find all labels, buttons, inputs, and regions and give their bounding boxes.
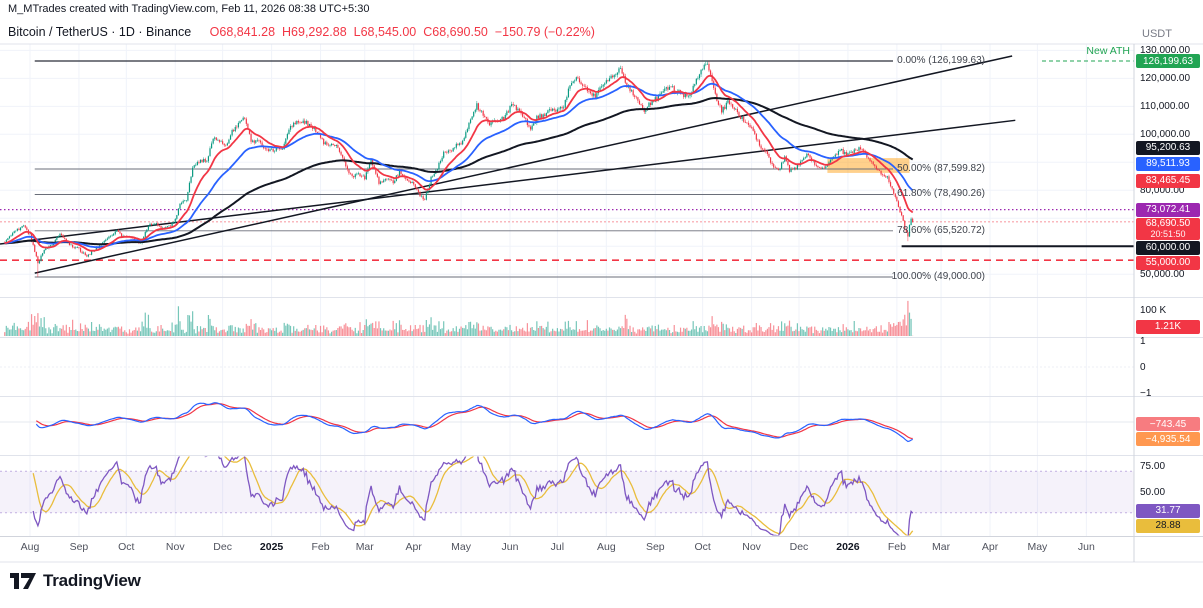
open-value: 68,841.28 (219, 25, 276, 39)
symbol-bar: Bitcoin / TetherUS · 1D · Binance O68,84… (8, 25, 595, 39)
close-value: 68,690.50 (432, 25, 488, 39)
low-label: L (353, 25, 361, 39)
tradingview-logo-icon[interactable] (10, 570, 36, 592)
high-value: 69,292.88 (291, 25, 347, 39)
tradingview-logo-text[interactable]: TradingView (43, 571, 141, 590)
open-label: O (209, 25, 220, 39)
attribution-text: M_MTrades created with TradingView.com, … (8, 3, 370, 15)
low-value: 68,545.00 (360, 25, 417, 39)
ohlc-readout: O68,841.28 H69,292.88 L68,545.00 C68,690.50… (203, 25, 595, 39)
close-label: C (423, 25, 433, 39)
change-value: −150.79 (−0.22%) (494, 25, 595, 39)
footer: TradingView (10, 570, 141, 592)
symbol-title[interactable]: Bitcoin / TetherUS · 1D · Binance (8, 25, 192, 39)
attribution-bar: M_MTrades created with TradingView.com, … (8, 3, 369, 15)
quote-currency-label: USDT (1142, 28, 1172, 40)
new-ath-annotation[interactable]: New ATH (1086, 45, 1130, 57)
high-label: H (282, 25, 292, 39)
